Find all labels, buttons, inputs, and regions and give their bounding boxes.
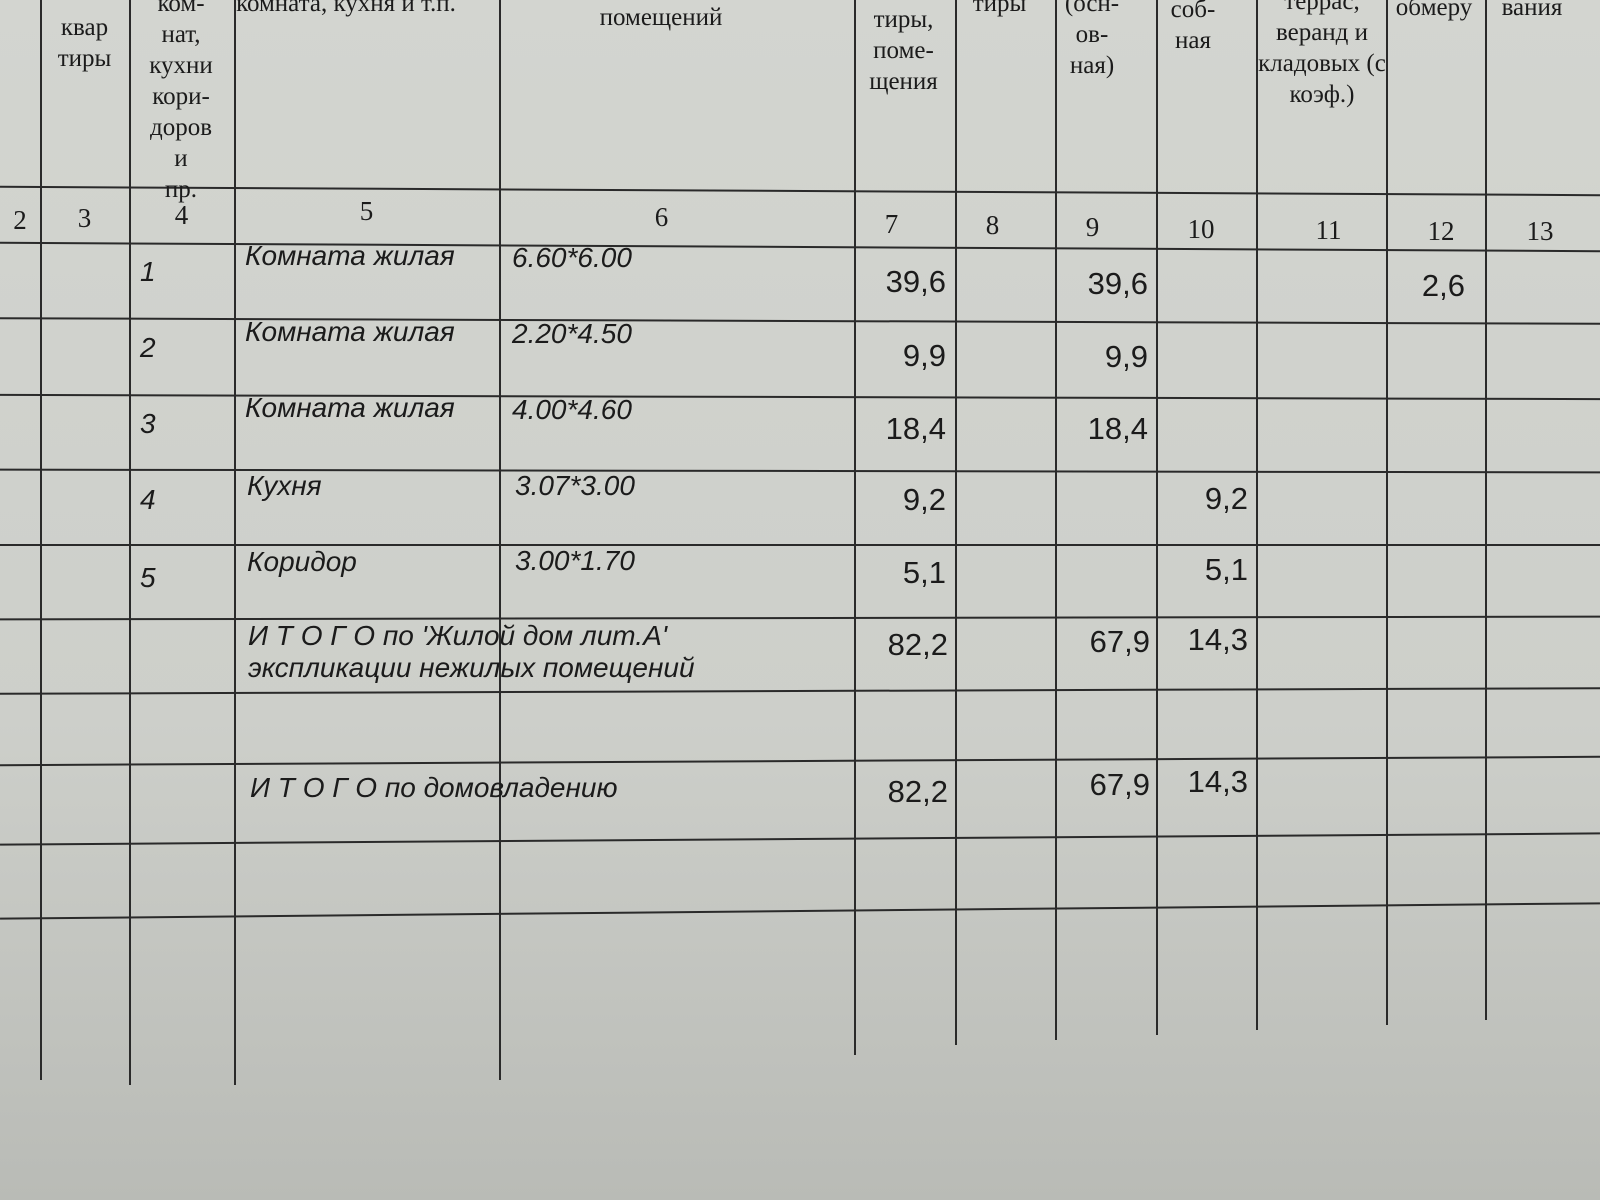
- header-c12: обмеру: [1395, 0, 1473, 21]
- column-number: 6: [654, 202, 669, 232]
- grid-line: [955, 0, 957, 1045]
- area-extra: 2,6: [1421, 268, 1465, 303]
- grid-line: [0, 317, 1600, 325]
- grid-line: [129, 0, 131, 1085]
- room-dims: 3.00*1.70: [515, 545, 635, 576]
- grid-line: [0, 687, 1600, 695]
- column-number: 12: [1427, 216, 1455, 246]
- total-living: 67,9: [1089, 624, 1150, 659]
- room-dims: 3.07*3.00: [515, 470, 635, 501]
- area-aux: 9,2: [1204, 481, 1248, 516]
- room-dims: 4.00*4.60: [512, 394, 632, 425]
- area-total: 9,2: [902, 482, 946, 517]
- area-aux: 5,1: [1204, 552, 1248, 587]
- room-dims: 2.20*4.50: [512, 318, 632, 349]
- column-number: 8: [985, 210, 1000, 240]
- header-c8: тиры: [972, 0, 1027, 17]
- room-number: 2: [140, 332, 156, 363]
- total-area: 82,2: [887, 774, 948, 809]
- grid-line: [0, 185, 1600, 197]
- area-living: 39,6: [1087, 266, 1148, 301]
- grid-line: [0, 393, 1600, 401]
- column-number: 4: [174, 200, 189, 230]
- area-total: 9,9: [902, 338, 946, 373]
- room-name: Комната жилая: [245, 240, 455, 271]
- header-c7: тиры, поме- щения: [869, 6, 938, 95]
- column-number: 3: [77, 203, 92, 233]
- header-c3: квар тиры: [57, 14, 112, 72]
- total-aux: 14,3: [1187, 622, 1248, 657]
- room-number: 1: [140, 256, 156, 287]
- column-number: 10: [1187, 214, 1215, 244]
- header-c11: террас, веранд и кладовых (с коэф.): [1258, 0, 1386, 108]
- grid-line: [0, 544, 1600, 546]
- area-total: 39,6: [885, 264, 946, 299]
- grid-line: [234, 0, 236, 1085]
- room-dims: 6.60*6.00: [512, 242, 632, 273]
- grid-line: [0, 615, 1600, 621]
- room-name: Комната жилая: [245, 392, 455, 423]
- grid-line: [1485, 0, 1487, 1020]
- grid-line: [499, 0, 501, 1080]
- grid-line: [0, 755, 1600, 767]
- total-label-2: экспликации нежилых помещений: [248, 652, 695, 683]
- total-label: И Т О Г О по 'Жилой дом лит.А': [248, 620, 668, 651]
- room-number: 4: [140, 484, 156, 515]
- column-number: 7: [884, 209, 899, 239]
- grid-line: [854, 0, 856, 1055]
- total-area: 82,2: [887, 627, 948, 662]
- column-number: 11: [1315, 215, 1342, 245]
- column-number: 5: [359, 196, 374, 226]
- column-number: 13: [1526, 216, 1554, 246]
- grid-line: [1386, 0, 1388, 1025]
- header-c9: (осн- ов- ная): [1064, 0, 1120, 79]
- total-label: И Т О Г О по домовладению: [250, 772, 618, 803]
- grid-line: [1156, 0, 1158, 1035]
- total-living: 67,9: [1089, 767, 1150, 802]
- grid-line: [0, 832, 1600, 846]
- header-c4: ком- нат, кухни кори- доров и пр.: [149, 0, 213, 203]
- header-c6: помещений: [599, 4, 723, 31]
- header-c10: соб- ная: [1170, 0, 1216, 54]
- area-total: 5,1: [902, 555, 946, 590]
- grid-line: [0, 468, 1600, 474]
- area-living: 9,9: [1104, 339, 1148, 374]
- area-total: 18,4: [885, 411, 946, 446]
- room-name: Кухня: [247, 470, 322, 501]
- header-c13: вания: [1501, 0, 1563, 21]
- area-living: 18,4: [1087, 411, 1148, 446]
- room-number: 3: [140, 408, 156, 439]
- column-number: 2: [13, 205, 27, 235]
- room-name: Коридор: [247, 546, 357, 577]
- grid-line: [1256, 0, 1258, 1030]
- grid-line: [1055, 0, 1057, 1040]
- room-number: 5: [140, 562, 156, 593]
- column-number: 9: [1085, 212, 1100, 242]
- header-c5: комната, кухня и т.п.: [236, 0, 456, 17]
- grid-line: [40, 0, 42, 1080]
- grid-line: [0, 902, 1600, 920]
- room-name: Комната жилая: [245, 316, 455, 347]
- total-aux: 14,3: [1187, 764, 1248, 799]
